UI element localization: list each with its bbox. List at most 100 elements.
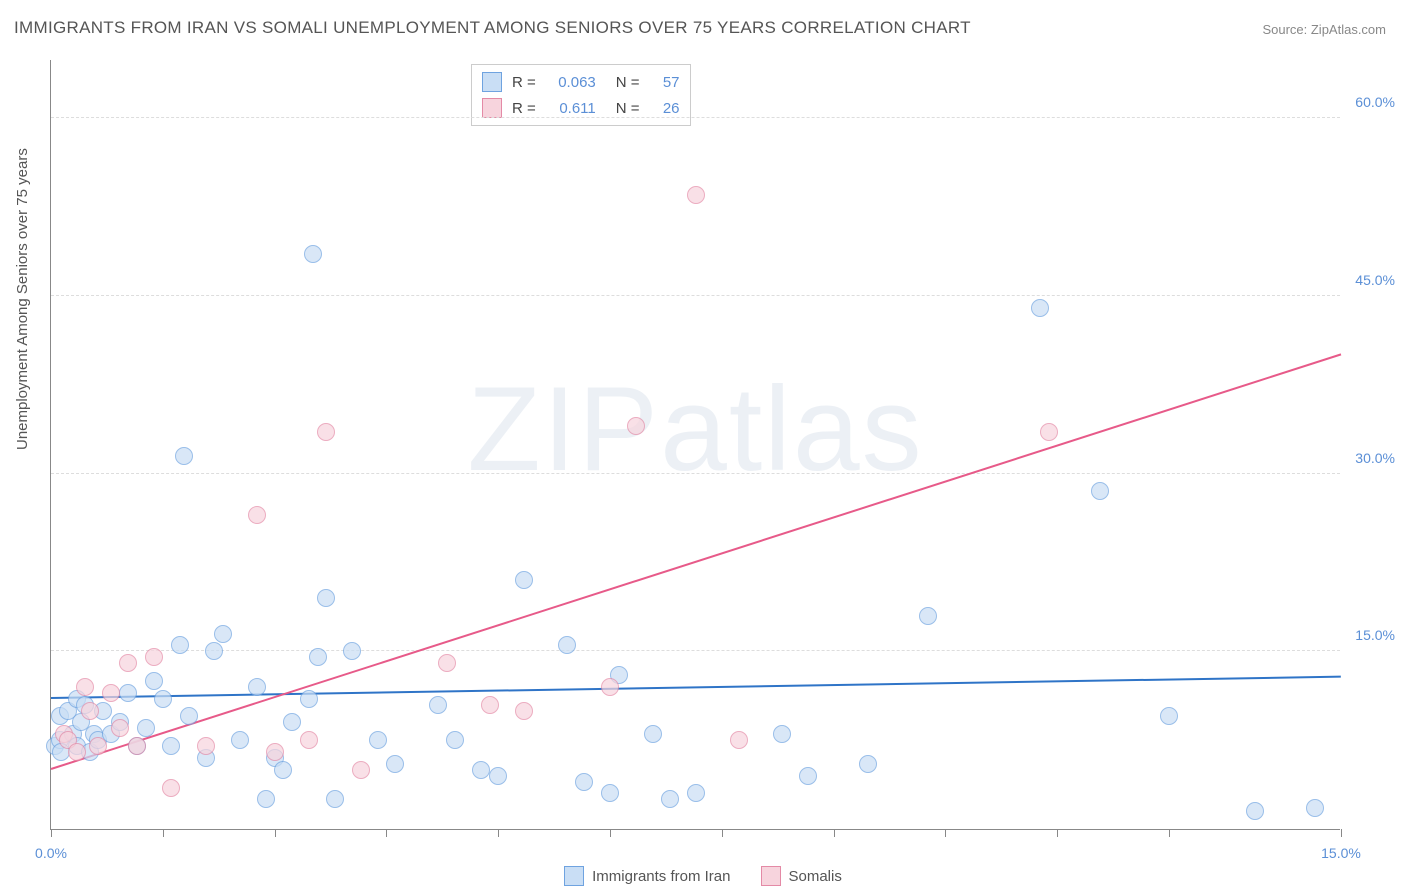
y-tick-label: 30.0% <box>1355 450 1395 466</box>
data-point <box>386 755 404 773</box>
data-point <box>558 636 576 654</box>
x-tick <box>1341 829 1342 837</box>
data-point <box>231 731 249 749</box>
data-point <box>137 719 155 737</box>
x-tick <box>275 829 276 837</box>
series-legend: Immigrants from Iran Somalis <box>0 866 1406 886</box>
legend-label: Immigrants from Iran <box>592 868 730 885</box>
data-point <box>1091 482 1109 500</box>
data-point <box>326 790 344 808</box>
data-point <box>317 589 335 607</box>
gridline <box>51 117 1340 118</box>
data-point <box>119 684 137 702</box>
data-point <box>171 636 189 654</box>
x-tick <box>610 829 611 837</box>
r-label: R = <box>512 100 536 117</box>
trend-line <box>51 675 1341 698</box>
r-label: R = <box>512 74 536 91</box>
data-point <box>180 707 198 725</box>
n-label: N = <box>616 100 640 117</box>
legend-swatch <box>482 98 502 118</box>
x-tick-label: 15.0% <box>1321 845 1361 861</box>
gridline <box>51 650 1340 651</box>
data-point <box>343 642 361 660</box>
data-point <box>205 642 223 660</box>
correlation-row: R = 0.063 N = 57 <box>482 69 680 95</box>
x-tick <box>945 829 946 837</box>
data-point <box>919 607 937 625</box>
data-point <box>76 678 94 696</box>
data-point <box>859 755 877 773</box>
data-point <box>773 725 791 743</box>
y-tick-label: 60.0% <box>1355 94 1395 110</box>
x-tick <box>498 829 499 837</box>
x-tick <box>163 829 164 837</box>
data-point <box>274 761 292 779</box>
legend-item: Immigrants from Iran <box>564 866 730 886</box>
data-point <box>1031 299 1049 317</box>
data-point <box>309 648 327 666</box>
data-point <box>119 654 137 672</box>
data-point <box>257 790 275 808</box>
data-point <box>248 678 266 696</box>
y-tick-label: 45.0% <box>1355 272 1395 288</box>
data-point <box>145 648 163 666</box>
x-tick <box>386 829 387 837</box>
r-value: 0.063 <box>546 74 596 91</box>
x-tick <box>722 829 723 837</box>
x-tick <box>1169 829 1170 837</box>
data-point <box>472 761 490 779</box>
x-tick <box>834 829 835 837</box>
data-point <box>438 654 456 672</box>
legend-swatch <box>564 866 584 886</box>
data-point <box>317 423 335 441</box>
data-point <box>89 737 107 755</box>
chart-title: IMMIGRANTS FROM IRAN VS SOMALI UNEMPLOYM… <box>14 18 971 38</box>
n-label: N = <box>616 74 640 91</box>
plot-area: ZIPatlas R =0.063N =57R =0.611N =26 15.0… <box>50 60 1340 830</box>
x-tick <box>1057 829 1058 837</box>
x-tick <box>51 829 52 837</box>
n-value: 26 <box>650 100 680 117</box>
data-point <box>162 779 180 797</box>
data-point <box>1246 802 1264 820</box>
data-point <box>627 417 645 435</box>
source-value: ZipAtlas.com <box>1311 22 1386 37</box>
data-point <box>429 696 447 714</box>
data-point <box>644 725 662 743</box>
legend-swatch <box>482 72 502 92</box>
data-point <box>575 773 593 791</box>
r-value: 0.611 <box>546 100 596 117</box>
data-point <box>283 713 301 731</box>
data-point <box>515 702 533 720</box>
data-point <box>661 790 679 808</box>
data-point <box>369 731 387 749</box>
data-point <box>1160 707 1178 725</box>
gridline <box>51 295 1340 296</box>
data-point <box>197 737 215 755</box>
data-point <box>145 672 163 690</box>
data-point <box>214 625 232 643</box>
legend-label: Somalis <box>789 868 842 885</box>
data-point <box>111 719 129 737</box>
legend-item: Somalis <box>761 866 842 886</box>
data-point <box>175 447 193 465</box>
data-point <box>601 678 619 696</box>
y-axis-label: Unemployment Among Seniors over 75 years <box>14 148 31 450</box>
source-citation: Source: ZipAtlas.com <box>1262 22 1386 37</box>
data-point <box>687 186 705 204</box>
source-label: Source: <box>1262 22 1310 37</box>
n-value: 57 <box>650 74 680 91</box>
data-point <box>352 761 370 779</box>
data-point <box>1040 423 1058 441</box>
data-point <box>81 702 99 720</box>
data-point <box>68 743 86 761</box>
watermark-text: ZIPatlas <box>467 360 923 498</box>
data-point <box>304 245 322 263</box>
gridline <box>51 473 1340 474</box>
data-point <box>687 784 705 802</box>
data-point <box>300 731 318 749</box>
trend-line <box>51 353 1342 770</box>
data-point <box>730 731 748 749</box>
data-point <box>102 684 120 702</box>
